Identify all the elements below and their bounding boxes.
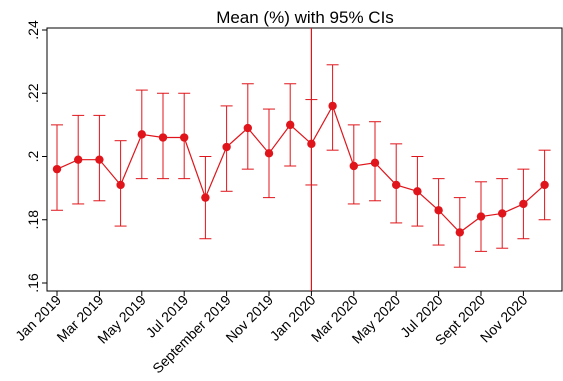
data-point <box>180 133 189 142</box>
data-point <box>498 209 507 218</box>
data-point <box>349 161 358 171</box>
data-point <box>540 180 549 190</box>
data-point <box>95 155 104 164</box>
chart-marks <box>51 28 551 291</box>
x-tick-label: Nov 2020 <box>477 292 531 346</box>
data-point <box>116 180 125 190</box>
y-tick-label: .18 <box>25 210 41 230</box>
data-point <box>307 139 316 149</box>
data-point <box>413 187 422 196</box>
data-point <box>328 101 337 111</box>
data-point <box>455 228 464 237</box>
data-point <box>243 123 252 133</box>
data-point <box>222 142 231 152</box>
series-line <box>56 104 546 234</box>
data-point <box>392 180 401 190</box>
plot-frame <box>46 27 563 292</box>
data-point <box>370 158 380 168</box>
data-point <box>137 130 146 139</box>
y-tick-label: .2 <box>25 150 41 162</box>
data-point <box>74 155 83 164</box>
y-tick-label: .24 <box>25 20 41 40</box>
data-point <box>434 206 443 215</box>
data-point <box>264 149 274 158</box>
data-point <box>158 133 168 142</box>
x-tick-label: September 2019 <box>149 292 234 377</box>
data-point <box>52 164 62 174</box>
data-point <box>286 120 295 130</box>
data-point <box>519 199 528 209</box>
y-tick-label: .22 <box>25 83 41 103</box>
x-tick-label: Nov 2019 <box>222 292 276 346</box>
data-point <box>201 193 210 202</box>
data-point <box>476 212 486 221</box>
chart-title: Mean (%) with 95% CIs <box>216 8 394 27</box>
y-tick-label: .16 <box>25 273 41 293</box>
